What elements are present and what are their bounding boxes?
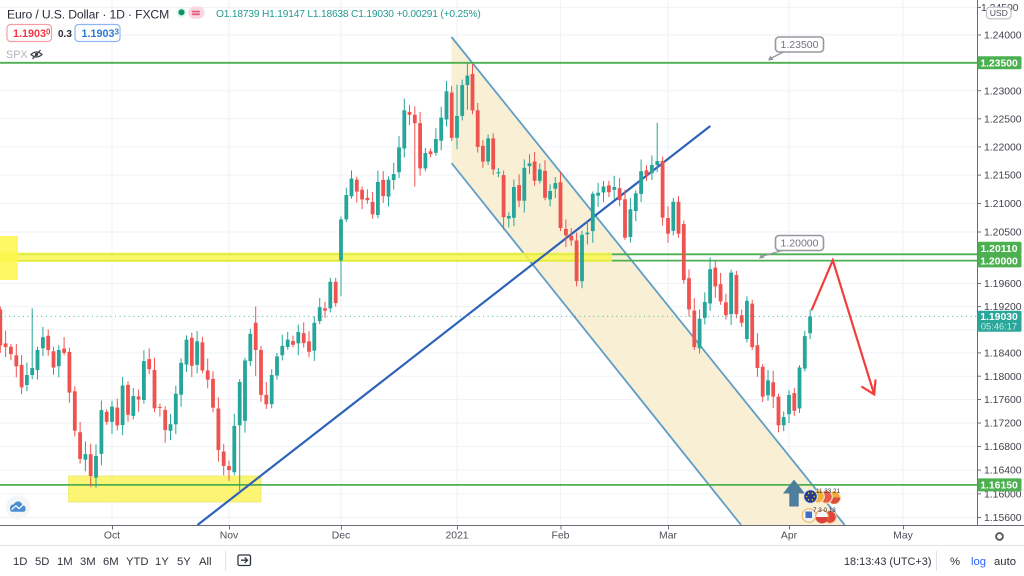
svg-text:1.20110: 1.20110 (981, 244, 1018, 255)
svg-text:1.19030: 1.19030 (13, 28, 51, 41)
svg-text:YTD: YTD (126, 556, 149, 568)
svg-text:1.17600: 1.17600 (984, 395, 1022, 406)
svg-text:1.23000: 1.23000 (984, 86, 1022, 97)
svg-text:1.18400: 1.18400 (984, 349, 1022, 360)
svg-text:May: May (893, 531, 913, 542)
svg-text:1.22500: 1.22500 (984, 114, 1022, 125)
svg-text:0.3: 0.3 (58, 29, 72, 40)
svg-text:2021: 2021 (445, 531, 468, 542)
svg-text:1.22000: 1.22000 (984, 143, 1022, 154)
svg-text:1Y: 1Y (155, 556, 169, 568)
svg-text:Mar: Mar (659, 531, 677, 542)
svg-text:6M: 6M (103, 556, 119, 568)
svg-text:1.20000: 1.20000 (980, 257, 1018, 268)
svg-text:All: All (199, 556, 212, 568)
svg-text:1.23500: 1.23500 (980, 59, 1018, 70)
svg-text:USD: USD (990, 8, 1008, 18)
svg-text:1.19030: 1.19030 (980, 312, 1018, 323)
svg-text:1.15600: 1.15600 (984, 513, 1022, 524)
svg-text:1D: 1D (13, 556, 27, 568)
svg-text:3M: 3M (80, 556, 96, 568)
svg-text:Dec: Dec (332, 531, 350, 542)
svg-text:O1.18739 H1.19147 L1.18638 C1.: O1.18739 H1.19147 L1.18638 C1.19030 +0.0… (216, 9, 481, 20)
svg-text:5D: 5D (35, 556, 49, 568)
svg-text:Oct: Oct (104, 531, 120, 542)
svg-text:18:13:43 (UTC+3): 18:13:43 (UTC+3) (844, 556, 931, 568)
svg-text:auto: auto (994, 556, 1016, 568)
svg-text:1.20500: 1.20500 (984, 228, 1022, 239)
svg-text:1.19200: 1.19200 (984, 302, 1022, 313)
svg-text:05:46:17: 05:46:17 (981, 322, 1017, 332)
svg-text:1.16800: 1.16800 (984, 442, 1022, 453)
svg-text:5Y: 5Y (177, 556, 191, 568)
svg-text:1.19033: 1.19033 (82, 28, 120, 41)
svg-text:1.19600: 1.19600 (984, 279, 1022, 290)
svg-text:1.21500: 1.21500 (984, 171, 1022, 182)
svg-text:1.23500: 1.23500 (781, 39, 819, 51)
svg-text:7 3 0 13: 7 3 0 13 (813, 507, 836, 514)
svg-text:Nov: Nov (220, 531, 239, 542)
svg-text:1.21000: 1.21000 (984, 199, 1022, 210)
svg-text:Apr: Apr (781, 531, 798, 542)
svg-text:1.18000: 1.18000 (984, 372, 1022, 383)
svg-text:Euro / U.S. Dollar · 1D · FXCM: Euro / U.S. Dollar · 1D · FXCM (7, 8, 169, 22)
svg-text:1.16000: 1.16000 (984, 489, 1022, 500)
svg-text:log: log (971, 556, 986, 568)
svg-text:1.24000: 1.24000 (984, 31, 1022, 42)
svg-text:Feb: Feb (552, 531, 570, 542)
svg-text:%: % (950, 556, 960, 568)
svg-text:1.17200: 1.17200 (984, 419, 1022, 430)
svg-text:1.16150: 1.16150 (980, 481, 1018, 492)
svg-text:1.16400: 1.16400 (984, 466, 1022, 477)
svg-text:SPX: SPX (6, 49, 28, 61)
svg-text:11 33 21: 11 33 21 (816, 488, 841, 495)
svg-text:1M: 1M (57, 556, 73, 568)
svg-text:1.20000: 1.20000 (781, 238, 819, 250)
